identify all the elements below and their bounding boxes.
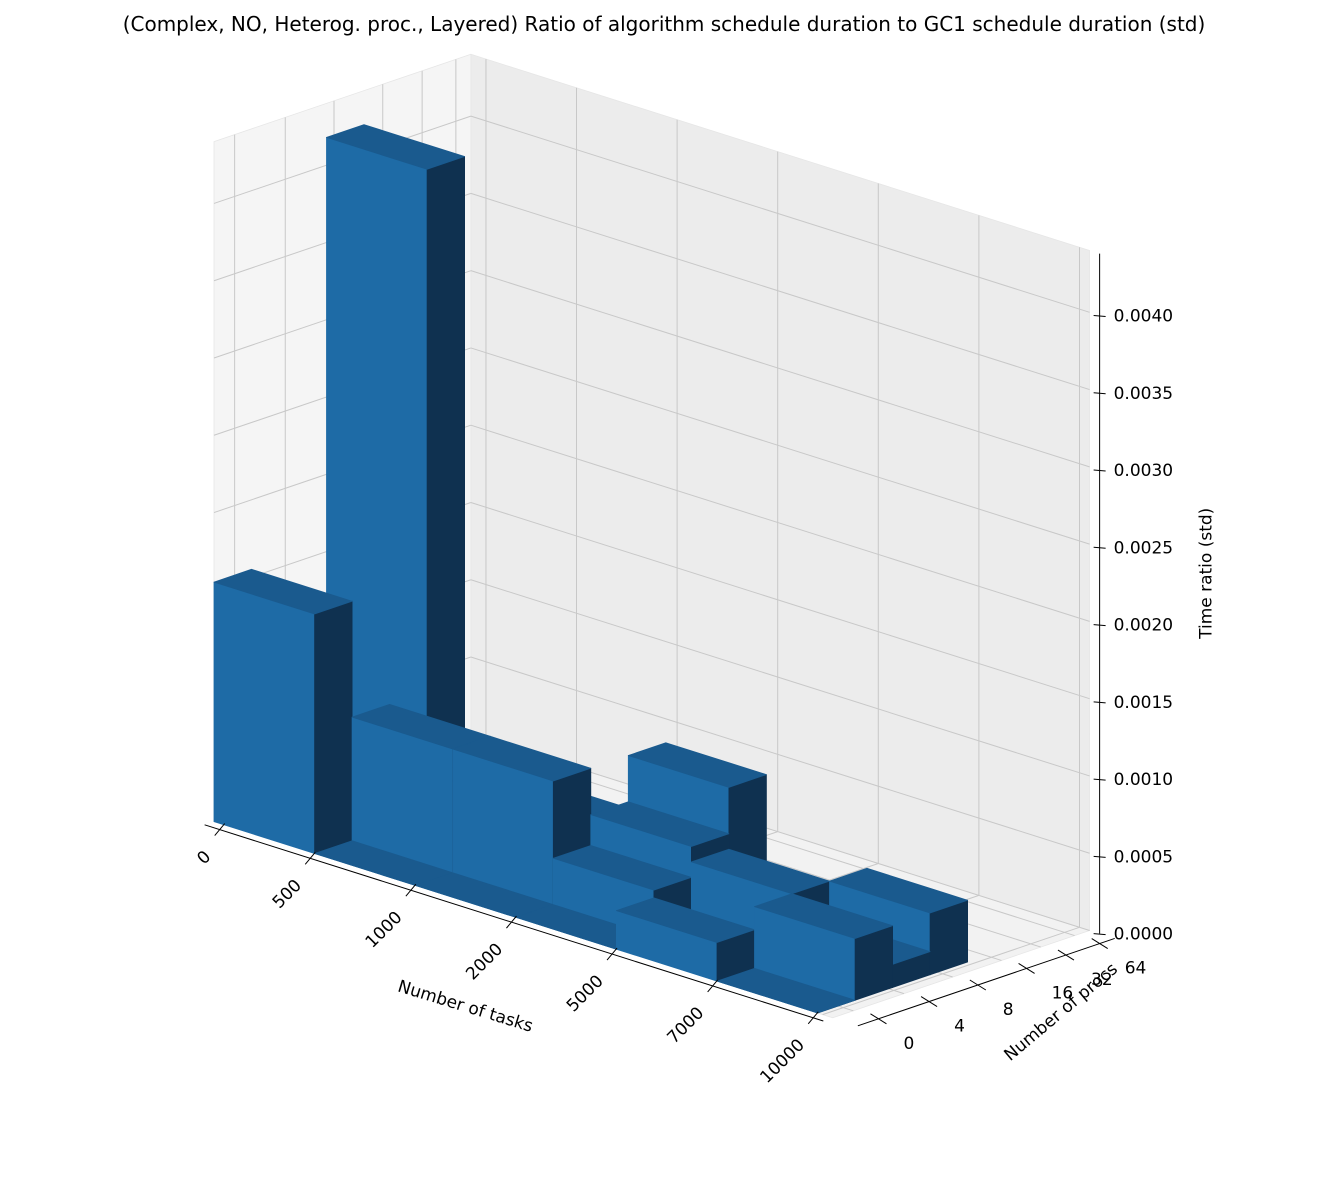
y-tick-label: 0 (904, 1034, 915, 1054)
chart-title: (Complex, NO, Heterog. proc., Layered) R… (122, 12, 1206, 36)
x-tick-label: 0 (193, 847, 215, 869)
bar-top-face (590, 801, 730, 847)
z-tick-label: 0.0015 (1114, 693, 1173, 713)
y-tick (920, 996, 938, 1007)
y-tick-label: 16 (1052, 983, 1074, 1003)
grid-line (470, 502, 1090, 700)
y-axis-label: Number of procs (1000, 959, 1121, 1065)
axis-lines (204, 253, 1115, 1027)
z-axis-label: Time ratio (std) (1197, 508, 1217, 640)
grid-line (470, 115, 1090, 313)
z-tick-label: 0.0030 (1114, 461, 1173, 481)
bar-top-face (627, 742, 767, 788)
x-tick (214, 823, 226, 836)
z-tick (1093, 701, 1106, 704)
y-tick-label: 4 (954, 1017, 965, 1037)
x-tick (807, 1011, 819, 1025)
y-tick-label: 8 (1003, 1000, 1014, 1020)
x-axis-line (204, 824, 824, 1022)
y-axis-line (857, 937, 1115, 1027)
grid-line (470, 347, 1090, 545)
x-tick (304, 851, 316, 865)
z-tick (1093, 546, 1106, 549)
z-tick (1093, 778, 1106, 781)
z-tick (1093, 624, 1106, 627)
x-tick-label: 7000 (664, 1003, 709, 1048)
z-tick (1093, 855, 1106, 858)
bar-top-face (452, 735, 592, 782)
x-tick (707, 979, 719, 993)
bar-top-face (326, 124, 466, 170)
bar-side-face (426, 156, 466, 816)
bar-500-4 (213, 568, 353, 854)
z-tick-label: 0.0025 (1114, 538, 1173, 558)
grid-line (470, 656, 1090, 854)
bar-10000-8 (754, 893, 893, 1001)
bar-front-face (213, 581, 316, 854)
grid-line (470, 424, 1090, 622)
x-axis-label: Number of tasks (395, 977, 535, 1037)
bar-top-face (754, 893, 893, 939)
z-tick-label: 0.0010 (1114, 770, 1173, 790)
y-tick-label: 64 (1125, 959, 1147, 979)
grid-line (822, 926, 1080, 1016)
y-tick (1091, 938, 1108, 949)
z-tick (1093, 469, 1106, 472)
x-tick (606, 947, 618, 961)
x-tick (506, 915, 517, 929)
bar-top-face (716, 968, 856, 1014)
y-tick (1057, 949, 1075, 961)
y-tick (969, 979, 987, 991)
x-tick-label: 10000 (756, 1035, 808, 1087)
bar-group (213, 124, 968, 1014)
z-tick (1093, 392, 1106, 395)
z-tick-label: 0.0035 (1114, 384, 1173, 404)
x-tick-label: 1000 (362, 908, 407, 953)
x-tick-label: 5000 (563, 971, 608, 1016)
x-tick-label: 2000 (462, 939, 507, 984)
z-tick-label: 0.0005 (1114, 847, 1173, 867)
bar-side-face (314, 600, 353, 854)
x-tick (405, 883, 417, 897)
y-tick (870, 1013, 887, 1025)
bar-top-face (829, 867, 968, 914)
z-tick-label: 0.0020 (1114, 616, 1173, 636)
z-tick (1093, 314, 1106, 317)
grid-line (470, 192, 1090, 391)
x-tick-label: 500 (269, 876, 306, 913)
y-tick-label: 32 (1091, 970, 1113, 990)
bar-top-face (213, 568, 353, 615)
z-tick-label: 0.0000 (1114, 925, 1173, 945)
y-tick (1018, 962, 1035, 974)
grid-line (470, 270, 1090, 468)
z-tick (1093, 933, 1106, 936)
z-tick-label: 0.0040 (1114, 307, 1173, 327)
grid-line (470, 579, 1090, 777)
